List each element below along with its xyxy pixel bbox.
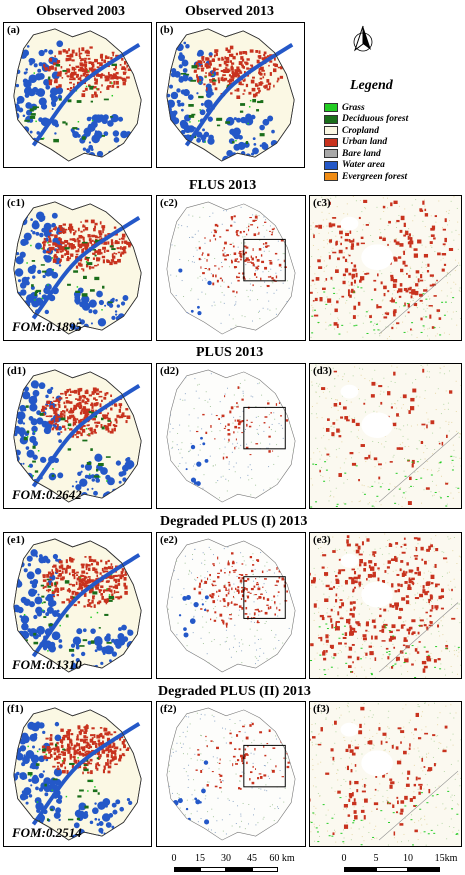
legend-swatch	[324, 126, 338, 135]
title-plus-2013: PLUS 2013	[196, 345, 264, 360]
legend-label: Evergreen forest	[342, 171, 408, 182]
legend-swatch	[324, 137, 338, 147]
title-observed-2013: Observed 2013	[185, 4, 275, 19]
fom-value: FOM:0.2514	[12, 825, 82, 840]
legend-item: Cropland	[324, 125, 379, 136]
scale-tick-label: 60 km	[269, 853, 295, 864]
panel-label: (c3)	[313, 197, 331, 209]
scale-tick-label: 45	[247, 853, 257, 864]
fom-value: FOM:0.2642	[12, 487, 82, 502]
panel-label: (d2)	[160, 365, 179, 377]
map-panel-observed-2003: (a)	[3, 22, 152, 168]
diff-panel-plus: (d2)	[156, 363, 306, 509]
legend-item: Urban land	[324, 137, 387, 148]
title-degraded-plus-1: Degraded PLUS (I) 2013	[160, 514, 308, 529]
panel-label: (d1)	[7, 365, 26, 377]
zoom-panel-degraded-2: (f3)	[309, 701, 462, 847]
scale-tick-label: 10	[403, 853, 413, 864]
zoom-panel-degraded-1: (e3)	[309, 532, 462, 679]
title-flus-2013: FLUS 2013	[189, 178, 257, 193]
legend-swatch	[324, 172, 338, 181]
panel-label: (f3)	[313, 703, 330, 715]
zoom-panel-plus: (d3)	[309, 363, 462, 509]
panel-label: (b)	[160, 24, 174, 36]
diff-panel-flus: (c2)	[156, 195, 306, 341]
legend: Legend Grass Deciduous forest Cropland Urba…	[318, 22, 463, 182]
map-panel-plus: (d1) FOM:0.2642	[3, 363, 152, 509]
legend-item: Water area	[324, 160, 385, 171]
map-panel-observed-2013: (b)	[156, 22, 305, 168]
legend-label: Urban land	[342, 137, 388, 147]
diff-panel-degraded-2: (f2)	[156, 701, 306, 847]
fom-value: FOM:0.1310	[12, 657, 82, 672]
legend-swatch	[324, 114, 338, 124]
legend-label: Grass	[342, 102, 365, 113]
panel-label: (f2)	[160, 703, 177, 715]
zoom-panel-flus: (c3)	[309, 195, 462, 341]
scale-tick-label: 0	[171, 853, 177, 864]
legend-item: Evergreen forest	[324, 171, 407, 182]
panel-label: (e1)	[7, 534, 25, 546]
scale-tick-label: 15km	[434, 853, 458, 864]
scale-bar-right: 0 5 10 15km	[340, 853, 460, 873]
scale-tick-label: 0	[341, 853, 347, 864]
legend-swatch	[324, 103, 338, 112]
fom-value: FOM:0.1895	[12, 319, 82, 334]
legend-item: Bare land	[324, 148, 381, 159]
panel-label: (f1)	[7, 703, 24, 715]
legend-label: Bare land	[342, 148, 381, 159]
map-panel-degraded-2: (f1) FOM:0.2514	[3, 701, 152, 847]
legend-swatch	[324, 160, 338, 170]
map-panel-degraded-1: (e1) FOM:0.1310	[3, 532, 152, 679]
panel-label: (d3)	[313, 365, 332, 377]
legend-label: Cropland	[342, 125, 379, 136]
panel-label: (a)	[7, 24, 20, 36]
legend-label: Deciduous forest	[342, 114, 409, 124]
panel-label: (c2)	[160, 197, 178, 209]
legend-title: Legend	[350, 78, 393, 93]
title-observed-2003: Observed 2003	[36, 4, 126, 19]
scale-tick-label: 15	[195, 853, 205, 864]
legend-label: Water area	[342, 160, 385, 170]
diff-panel-degraded-1: (e2)	[156, 532, 306, 679]
legend-swatch	[324, 149, 338, 158]
scale-tick-label: 5	[373, 853, 379, 864]
legend-item: Grass	[324, 102, 365, 113]
scale-tick-label: 30	[221, 853, 231, 864]
panel-label: (e3)	[313, 534, 331, 546]
panel-label: (c1)	[7, 197, 25, 209]
legend-item: Deciduous forest	[324, 114, 408, 125]
title-degraded-plus-2: Degraded PLUS (II) 2013	[158, 684, 311, 699]
panel-label: (e2)	[160, 534, 178, 546]
scale-bar-left: 0 15 30 45 60 km	[170, 853, 310, 873]
north-arrow-icon	[353, 25, 373, 52]
map-panel-flus: (c1) FOM:0.1895	[3, 195, 152, 341]
